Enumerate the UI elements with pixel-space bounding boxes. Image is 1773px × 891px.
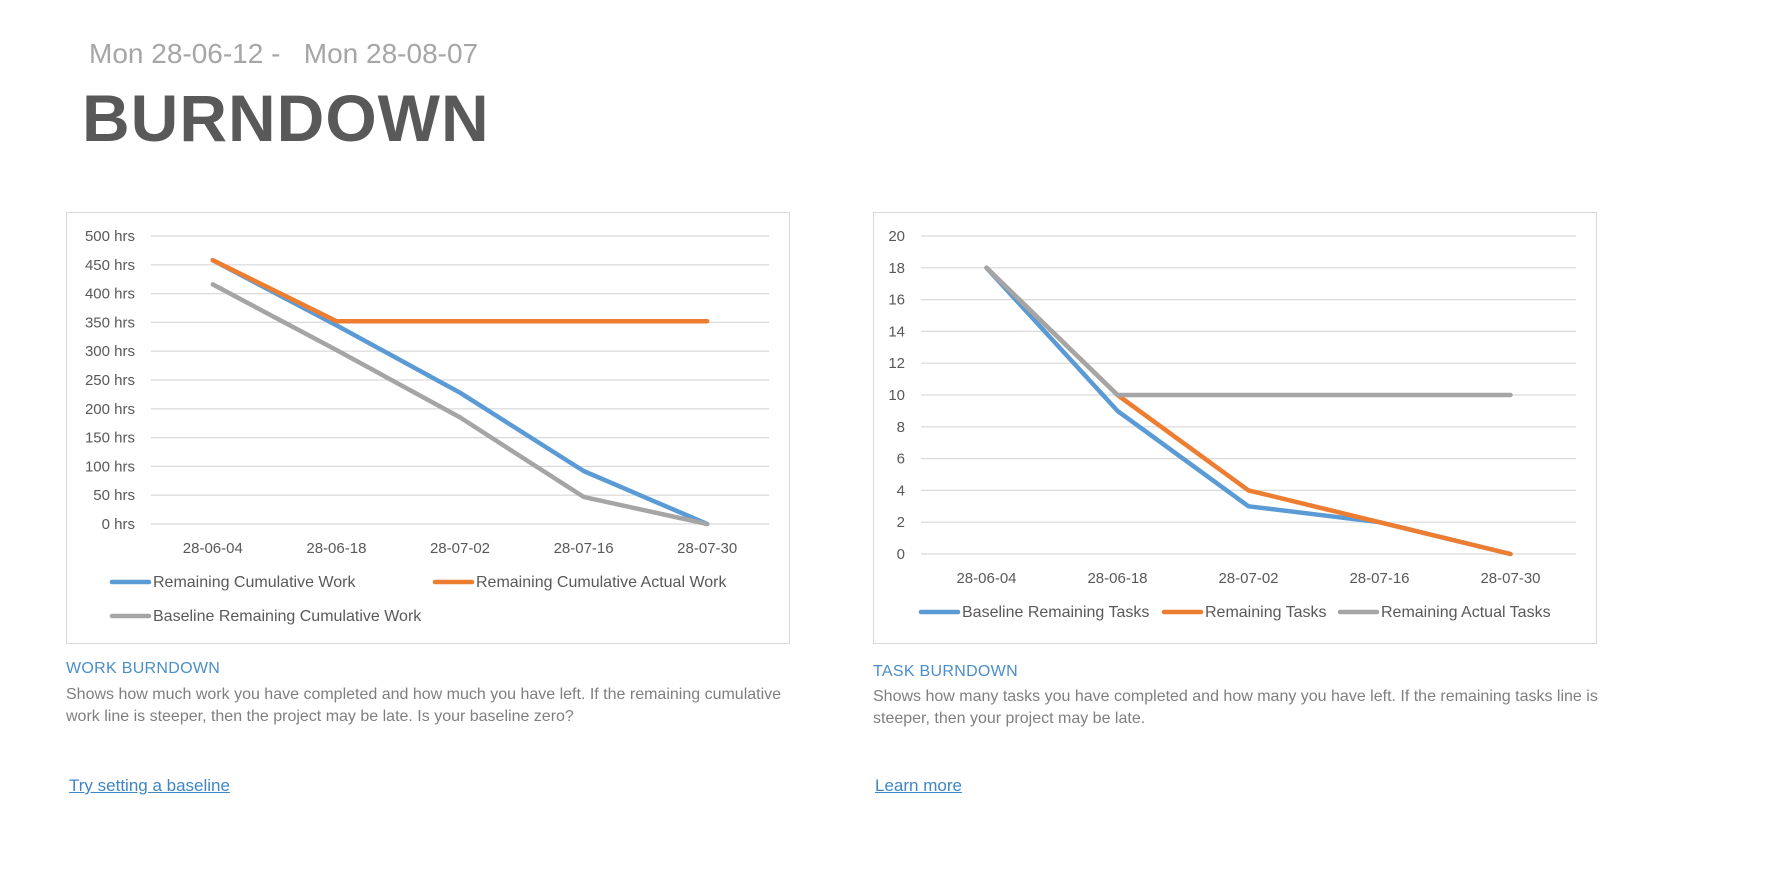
work-y-tick-label: 450 hrs [85,257,135,274]
task-y-tick-label: 10 [888,387,905,404]
work-y-tick-label: 100 hrs [85,458,135,475]
task-series-line-2 [984,265,1513,398]
work-y-tick-label: 250 hrs [85,372,135,389]
work-legend-label: Remaining Cumulative Work [153,574,356,591]
task-y-tick-label: 2 [897,514,905,531]
work-legend-label: Remaining Cumulative Actual Work [476,574,727,591]
task-y-tick-label: 0 [897,546,905,563]
work-legend-label: Baseline Remaining Cumulative Work [153,608,422,625]
try-setting-baseline-link[interactable]: Try setting a baseline [69,776,230,795]
work-x-tick-label: 28-07-30 [677,540,737,557]
task-y-tick-label: 12 [888,355,905,372]
work-x-tick-label: 28-07-16 [554,540,614,557]
work-x-tick-label: 28-06-18 [306,540,366,557]
work-y-tick-label: 50 hrs [93,487,135,504]
work-series-line-2 [210,282,710,527]
page-title: BURNDOWN [82,81,490,155]
task-x-tick-label: 28-07-02 [1218,570,1278,587]
learn-more-link[interactable]: Learn more [875,776,962,795]
work-y-tick-label: 0 hrs [102,516,135,533]
task-burndown-description: Shows how many tasks you have completed … [873,688,1598,727]
work-burndown-svg: 0 hrs 50 hrs 100 hrs 150 hrs 200 hrs 250 hrs 3… [85,228,769,625]
work-y-tick-label: 350 hrs [85,314,135,331]
work-x-tick-label: 28-06-04 [183,540,243,557]
task-x-tick-label: 28-06-04 [956,570,1016,587]
work-burndown-chart: 0 hrs 50 hrs 100 hrs 150 hrs 200 hrs 250 hrs 3… [66,212,790,644]
task-x-tick-label: 28-07-16 [1349,570,1409,587]
task-legend-label: Remaining Tasks [1205,604,1327,621]
task-y-tick-label: 20 [888,228,905,245]
work-y-tick-label: 400 hrs [85,286,135,303]
task-y-tick-label: 8 [897,419,905,436]
work-y-tick-label: 500 hrs [85,228,135,245]
task-burndown-svg: 0 2 4 6 8 10 12 14 16 18 20 28-06-04 28-06-18 28-07-0… [888,228,1576,621]
work-y-tick-label: 200 hrs [85,401,135,418]
work-burndown-heading: WORK BURNDOWN [66,660,221,677]
work-y-tick-label: 300 hrs [85,343,135,360]
task-y-tick-label: 16 [888,292,905,309]
work-series-line-1 [210,257,710,324]
task-legend-label: Baseline Remaining Tasks [962,604,1149,621]
task-legend-label: Remaining Actual Tasks [1381,604,1551,621]
task-y-tick-label: 6 [897,451,905,468]
date-range-start: Mon 28-06-12 - [89,38,281,69]
task-burndown-heading: TASK BURNDOWN [873,663,1018,680]
work-series-line-0 [210,257,710,527]
task-series-line-0 [984,265,1513,557]
work-x-tick-label: 28-07-02 [430,540,490,557]
task-y-tick-label: 14 [888,323,905,340]
work-burndown-description: Shows how much work you have completed a… [66,686,782,725]
task-x-tick-label: 28-06-18 [1087,570,1147,587]
date-range-end: Mon 28-08-07 [303,38,479,69]
task-y-tick-label: 18 [888,260,905,277]
work-y-tick-label: 150 hrs [85,430,135,447]
task-y-tick-label: 4 [897,482,905,499]
task-x-tick-label: 28-07-30 [1480,570,1540,587]
task-burndown-chart: 0 2 4 6 8 10 12 14 16 18 20 28-06-04 28-06-18 28-07-0… [873,212,1597,644]
task-series-line-1 [984,265,1513,557]
date-range: Mon 28-06-12 - Mon 28-08-07 [89,38,478,70]
